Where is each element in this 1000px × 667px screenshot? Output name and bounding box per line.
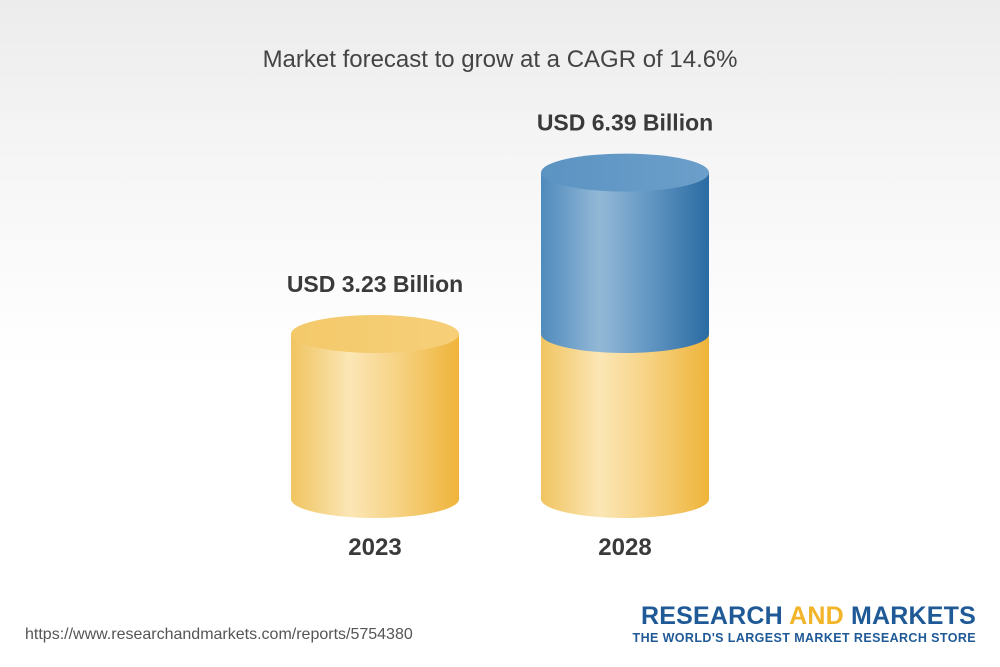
brand-name: RESEARCH AND MARKETS xyxy=(633,602,976,630)
chart-title: Market forecast to grow at a CAGR of 14.… xyxy=(262,46,738,73)
category-label-2023: 2023 xyxy=(348,534,401,561)
bar-2028-growth-top xyxy=(541,153,709,192)
category-label-2028: 2028 xyxy=(598,534,651,561)
bar-2023-body xyxy=(291,334,459,518)
bar-2028-base-body xyxy=(541,334,709,518)
brand-logo: RESEARCH AND MARKETS THE WORLD'S LARGEST… xyxy=(633,602,976,645)
brand-name-part1: RESEARCH xyxy=(640,602,790,630)
value-label-2023: USD 3.23 Billion xyxy=(287,271,463,297)
brand-name-part3: MARKETS xyxy=(843,602,976,630)
brand-name-part2: AND xyxy=(789,602,844,630)
source-url: https://www.researchandmarkets.com/repor… xyxy=(25,626,413,643)
brand-tagline: THE WORLD'S LARGEST MARKET RESEARCH STOR… xyxy=(632,631,976,645)
bar-2028-growth-body xyxy=(541,172,709,353)
bar-2023-top xyxy=(291,315,459,353)
value-label-2028: USD 6.39 Billion xyxy=(537,110,713,136)
